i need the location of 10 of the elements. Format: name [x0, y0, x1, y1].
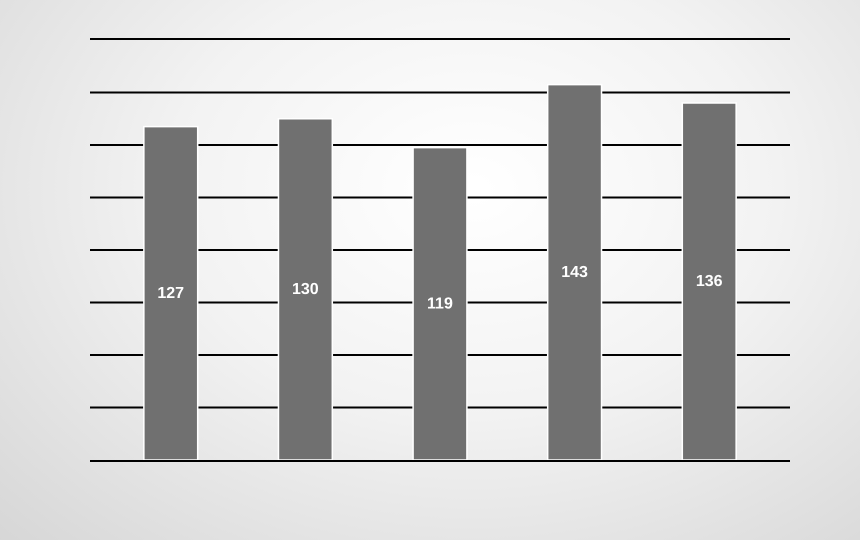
data-label: 143	[561, 264, 588, 281]
bar	[278, 118, 334, 460]
bar	[682, 102, 737, 460]
data-label: 119	[427, 295, 453, 312]
bar	[412, 146, 468, 460]
data-label: 127	[157, 284, 184, 302]
bar	[546, 84, 602, 460]
data-label: 130	[292, 280, 319, 298]
bar	[143, 126, 198, 460]
data-label: 136	[696, 273, 723, 290]
